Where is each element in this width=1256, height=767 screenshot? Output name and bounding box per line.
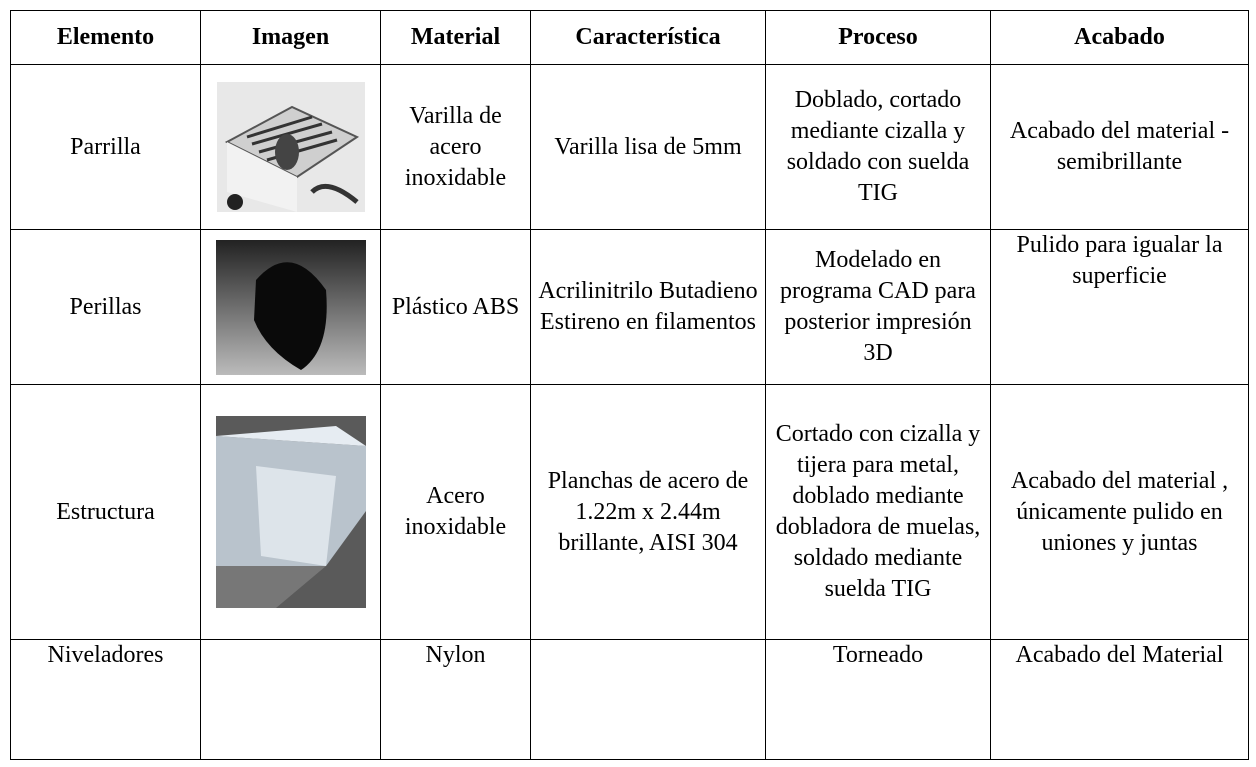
header-cell: Imagen xyxy=(200,10,381,65)
cell: Torneado xyxy=(765,639,991,760)
row: Parrilla Varilla de acero inoxidable Var… xyxy=(10,64,1249,230)
cell: Varilla de acero inoxidable xyxy=(380,64,531,230)
cell: Acabado del material , únicamente pulido… xyxy=(990,384,1249,640)
structure-image xyxy=(215,416,366,608)
cell: Plástico ABS xyxy=(380,229,531,385)
cell: Cortado con cizalla y tijera para metal,… xyxy=(765,384,991,640)
header-cell: Acabado xyxy=(990,10,1249,65)
cell: Acrilinitrilo Butadieno Estireno en fila… xyxy=(530,229,766,385)
row: Perillas Plástico ABS Acrilinitrilo Buta… xyxy=(10,229,1249,385)
header-row: Elemento Imagen Material Característica … xyxy=(10,10,1249,65)
cell: Acero inoxidable xyxy=(380,384,531,640)
image-cell xyxy=(200,639,381,760)
image-cell xyxy=(200,384,381,640)
cell xyxy=(530,639,766,760)
cell: Nylon xyxy=(380,639,531,760)
knob-image xyxy=(215,239,366,375)
row: Estructura Acero inoxidable Planchas de … xyxy=(10,384,1249,640)
materials-table: Elemento Imagen Material Característica … xyxy=(10,10,1249,760)
cell: Modelado en programa CAD para posterior … xyxy=(765,229,991,385)
cell: Perillas xyxy=(10,229,201,385)
header-cell: Característica xyxy=(530,10,766,65)
header-cell: Material xyxy=(380,10,531,65)
row: Niveladores Nylon Torneado Acabado del M… xyxy=(10,639,1249,760)
cell: Doblado, cortado mediante cizalla y sold… xyxy=(765,64,991,230)
header-cell: Elemento xyxy=(10,10,201,65)
image-cell xyxy=(200,64,381,230)
cell: Acabado del Material xyxy=(990,639,1249,760)
cell: Estructura xyxy=(10,384,201,640)
cell: Parrilla xyxy=(10,64,201,230)
header-cell: Proceso xyxy=(765,10,991,65)
cell: Niveladores xyxy=(10,639,201,760)
cell: Varilla lisa de 5mm xyxy=(530,64,766,230)
cell: Acabado del material - semibrillante xyxy=(990,64,1249,230)
grill-image xyxy=(216,82,365,212)
cell: Planchas de acero de 1.22m x 2.44m brill… xyxy=(530,384,766,640)
cell: Pulido para igualar la superficie xyxy=(990,229,1249,385)
image-cell xyxy=(200,229,381,385)
